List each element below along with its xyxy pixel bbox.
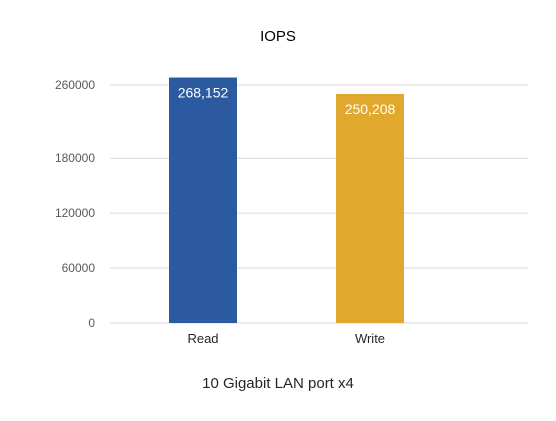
y-tick-label: 180000 <box>55 151 95 165</box>
category-label-write: Write <box>355 331 385 346</box>
bar-write <box>336 93 404 324</box>
bars <box>169 77 404 324</box>
y-tick-label: 60000 <box>62 261 96 275</box>
x-axis-categories: Read Write <box>187 331 385 346</box>
data-label-write: 250,208 <box>345 101 396 117</box>
bar-read <box>169 77 237 324</box>
chart-title: IOPS <box>260 28 296 45</box>
data-label-read: 268,152 <box>178 85 229 101</box>
x-axis-title: 10 Gigabit LAN port x4 <box>202 375 354 392</box>
data-labels: 268,152 250,208 <box>178 85 396 117</box>
y-tick-label: 120000 <box>55 206 95 220</box>
y-tick-label: 260000 <box>55 78 95 92</box>
category-label-read: Read <box>187 331 218 346</box>
y-axis-ticks: 0 60000 120000 180000 260000 <box>55 78 95 330</box>
y-tick-label: 0 <box>88 316 95 330</box>
